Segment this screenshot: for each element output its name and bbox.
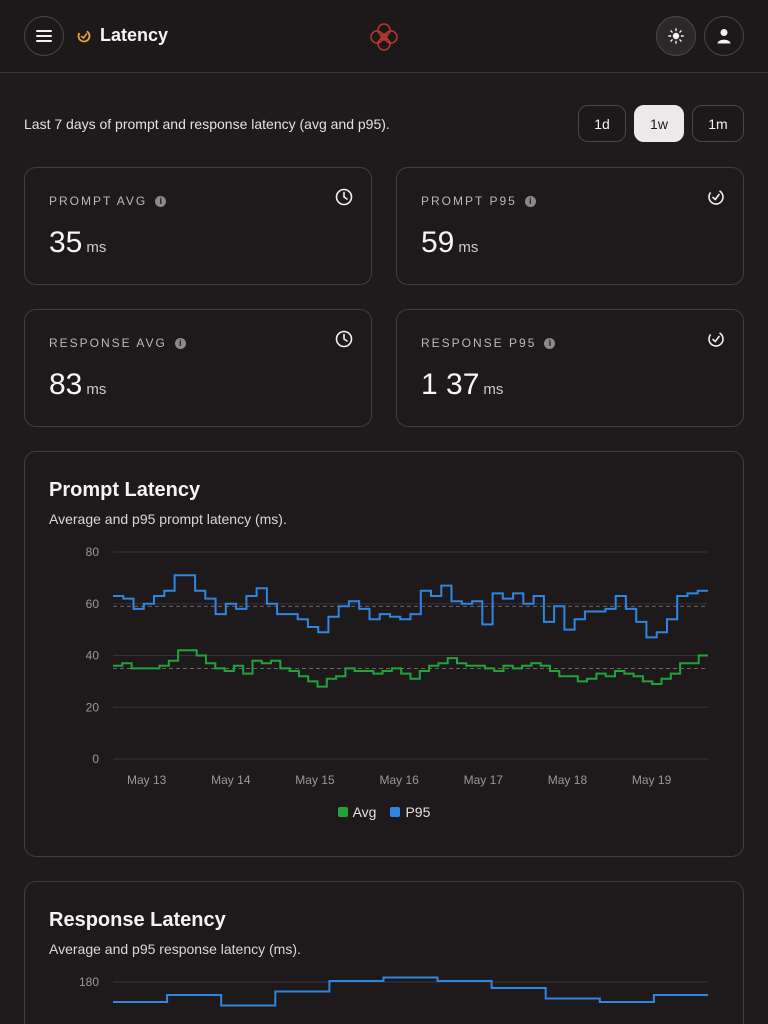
range-1w-button[interactable]: 1w xyxy=(634,105,684,142)
stat-unit: ms xyxy=(458,239,479,256)
legend-label: Avg xyxy=(352,804,377,820)
legend-item-p95[interactable]: P95 xyxy=(390,804,430,820)
stat-label: PROMPT P95 xyxy=(421,194,517,208)
stat-value: 83 xyxy=(49,368,83,401)
info-icon[interactable]: i xyxy=(544,337,556,349)
top-app-bar: Latency xyxy=(0,0,768,73)
x-tick-label: May 19 xyxy=(632,773,672,787)
x-tick-label: May 13 xyxy=(127,773,167,787)
y-tick-label: 20 xyxy=(86,700,100,714)
stat-label: PROMPT AVG xyxy=(49,194,148,208)
chart-title: Response Latency xyxy=(49,909,226,931)
x-tick-label: May 15 xyxy=(295,773,335,787)
response-latency-card: Response Latency Average and p95 respons… xyxy=(24,881,744,1024)
gauge-icon xyxy=(77,29,91,43)
stat-value: 35 xyxy=(49,226,83,259)
legend-item-avg[interactable]: Avg xyxy=(337,804,377,820)
chart-subtitle: Average and p95 prompt latency (ms). xyxy=(49,511,287,527)
x-tick-label: May 14 xyxy=(211,773,251,787)
chart-title: Prompt Latency xyxy=(49,479,201,501)
y-tick-label: 0 xyxy=(92,752,99,766)
circles-logo-icon xyxy=(370,23,398,51)
stat-value: 59 xyxy=(421,226,455,259)
range-1d-button[interactable]: 1d xyxy=(578,105,626,142)
stat-label: RESPONSE AVG xyxy=(49,336,167,350)
stat-card-response-avg: RESPONSE AVG i 83 ms xyxy=(24,309,372,427)
y-tick-label: 40 xyxy=(86,649,100,663)
x-tick-label: May 16 xyxy=(379,773,419,787)
response-latency-chart: 180 xyxy=(79,975,708,1007)
x-tick-label: May 18 xyxy=(548,773,588,787)
legend-swatch xyxy=(337,807,348,817)
stat-card-prompt-p95: PROMPT P95 i 59 ms xyxy=(396,167,744,285)
series-line-avg xyxy=(113,649,708,688)
chart-legend: Avg P95 xyxy=(25,804,743,820)
menu-button[interactable] xyxy=(24,16,64,56)
chart-subtitle: Average and p95 response latency (ms). xyxy=(49,941,301,957)
prompt-latency-chart: 0 20 40 60 80 May 13 May 14 May 15 May 16 May 17 M… xyxy=(86,545,708,787)
clock-icon xyxy=(335,330,353,348)
legend-label: P95 xyxy=(405,804,431,820)
stat-unit: ms xyxy=(86,239,107,256)
theme-toggle-button[interactable] xyxy=(656,16,696,56)
page-title: Latency xyxy=(100,25,169,45)
sun-icon xyxy=(668,28,684,44)
stat-value: 1 37 xyxy=(421,368,480,401)
series-line-p95 xyxy=(113,574,708,639)
stat-card-response-p95: RESPONSE P95 i 1 37 ms xyxy=(396,309,744,427)
series-line-p95 xyxy=(113,976,708,1007)
y-tick-label: 60 xyxy=(86,597,100,611)
page-description: Last 7 days of prompt and response laten… xyxy=(24,116,390,132)
hamburger-menu-icon xyxy=(36,30,52,42)
x-tick-label: May 17 xyxy=(464,773,504,787)
gauge-icon xyxy=(708,189,724,205)
info-icon[interactable]: i xyxy=(155,195,167,207)
gauge-icon xyxy=(708,331,724,347)
stat-unit: ms xyxy=(483,381,504,398)
prompt-latency-card: Prompt Latency Average and p95 prompt la… xyxy=(24,451,744,857)
stat-unit: ms xyxy=(86,381,107,398)
clock-icon xyxy=(335,188,353,206)
legend-swatch xyxy=(390,807,401,817)
user-account-button[interactable] xyxy=(704,16,744,56)
y-tick-label: 180 xyxy=(79,975,99,989)
range-1m-button[interactable]: 1m xyxy=(692,105,744,142)
y-tick-label: 80 xyxy=(86,545,100,559)
info-icon[interactable]: i xyxy=(174,337,186,349)
info-icon[interactable]: i xyxy=(524,195,536,207)
user-icon xyxy=(717,29,731,44)
stat-label: RESPONSE P95 xyxy=(421,336,537,350)
stat-card-prompt-avg: PROMPT AVG i 35 ms xyxy=(24,167,372,285)
